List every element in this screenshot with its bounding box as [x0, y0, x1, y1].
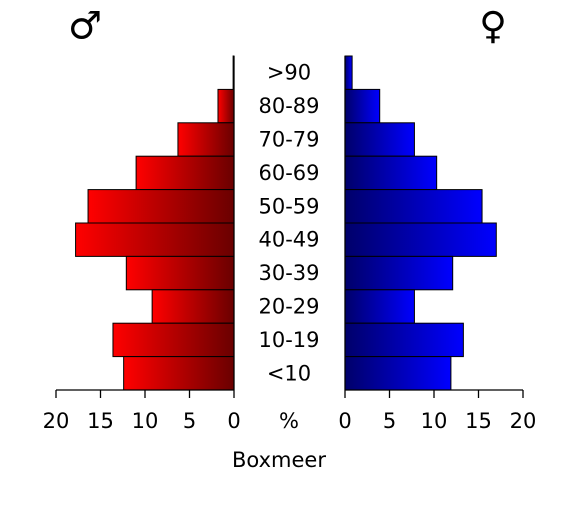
- bar: [112, 322, 235, 358]
- bar: [87, 189, 235, 224]
- category-label: 20-29: [258, 295, 319, 319]
- x-tick-label: 5: [183, 409, 196, 433]
- bar: [123, 356, 235, 391]
- bar: [125, 255, 235, 291]
- x-tick-label: 10: [421, 409, 448, 433]
- legend-entry: ♂: [68, 4, 102, 48]
- bar: [135, 155, 235, 191]
- category-label: 30-39: [258, 261, 319, 285]
- category-label: 50-59: [258, 194, 319, 218]
- bar: [344, 55, 353, 90]
- category-label: 40-49: [258, 228, 319, 252]
- bar: [344, 155, 438, 191]
- x-tick-label: 5: [383, 409, 396, 433]
- x-tick-label: 0: [227, 409, 240, 433]
- bar: [344, 255, 454, 291]
- x-tick-label: 10: [132, 409, 159, 433]
- bar: [344, 289, 415, 324]
- category-label: <10: [267, 361, 311, 385]
- x-tick-label: 15: [87, 409, 114, 433]
- bar: [344, 322, 464, 358]
- legend-entry: ♀: [479, 4, 507, 48]
- x-tick-label: 20: [510, 409, 537, 433]
- category-label: >90: [267, 61, 311, 85]
- x-tick-label: 15: [465, 409, 492, 433]
- bar: [151, 289, 235, 324]
- bar: [217, 88, 235, 124]
- bar: [344, 356, 452, 391]
- category-label: 80-89: [258, 94, 319, 118]
- bar: [344, 189, 483, 224]
- category-label: 60-69: [258, 161, 319, 185]
- chart-title: Boxmeer: [232, 448, 326, 472]
- x-axis-label: %: [279, 409, 299, 433]
- x-tick-label: 0: [338, 409, 351, 433]
- bar: [344, 122, 415, 157]
- bar: [344, 222, 497, 257]
- bar: [75, 222, 235, 257]
- category-label: 10-19: [258, 328, 319, 352]
- bar: [177, 122, 235, 157]
- x-tick-label: 20: [43, 409, 70, 433]
- bar: [344, 88, 381, 124]
- category-label: 70-79: [258, 128, 319, 152]
